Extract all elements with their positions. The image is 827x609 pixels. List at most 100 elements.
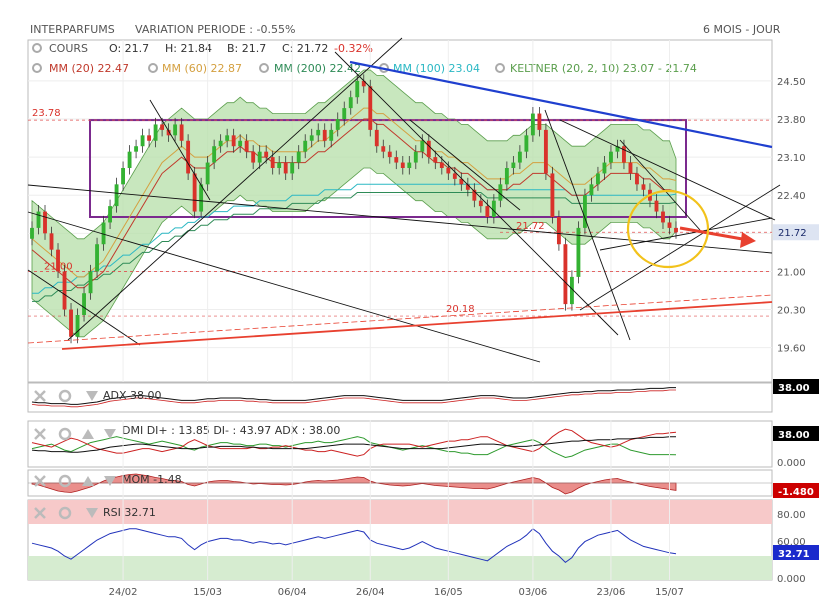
support-line [61,301,773,350]
candle-body [459,178,464,185]
candle-body [225,135,230,141]
adx-value-label-tag [773,379,819,394]
trend-line [559,119,776,221]
variation-label: VARIATION PERIODE : -0.55% [135,23,295,36]
candle-body [550,173,555,217]
candle-body [270,157,275,168]
candle-body [251,151,256,163]
candle-body [374,129,379,147]
candle-body [49,233,54,250]
candle-body [465,184,470,190]
candle-body [283,162,288,174]
cours-label: COURS [49,42,88,55]
rsi-oversold-zone [28,556,772,580]
y-tick-label: 80.00 [777,510,806,521]
candle-body [348,97,353,109]
close-icon[interactable] [34,390,46,402]
mm60-line [31,107,677,278]
rsi-value-label: 32.71 [778,549,810,560]
candle-body [381,146,386,152]
candle-body [498,184,503,201]
candle-body [335,119,340,130]
candle-body [205,162,210,185]
trend-line [599,217,773,251]
candle-body [446,168,451,174]
arrow-down-icon[interactable] [104,429,116,439]
candle-body [628,162,633,174]
arrow-down-icon[interactable] [104,476,116,486]
arrow-down-icon[interactable] [86,391,98,401]
gear-icon[interactable] [495,63,505,73]
candle-body [589,184,594,196]
candle-body [420,140,425,152]
candle-body [30,227,34,239]
candle-body [596,173,600,185]
change-value: -0.32% [334,42,373,55]
y-tick-label: 60.00 [777,537,806,548]
candle-body [602,162,607,174]
arrow-down-icon[interactable] [86,508,98,518]
gear-icon[interactable] [259,63,269,73]
open-value: O: 21.7 [109,42,149,55]
candle-body [238,140,243,147]
y-tick-label: 20.30 [777,306,806,317]
candle-body [400,162,405,168]
y-tick-label: 0.000 [777,574,806,585]
close-icon[interactable] [34,475,46,487]
gear-icon[interactable] [58,474,72,488]
candle-body [95,244,99,272]
arrow-up-icon[interactable] [82,476,94,486]
trend-line [67,37,403,341]
y-tick-label: 24.50 [777,77,806,88]
trend-line [409,119,521,211]
candle-body [407,162,412,168]
gear-icon[interactable] [148,63,158,73]
gear-icon[interactable] [58,427,72,441]
arrow-up-icon[interactable] [82,429,94,439]
rsi-value-label-tag [773,545,819,560]
candle-body [582,195,587,228]
candle-body [563,244,568,305]
x-tick-label: 16/05 [434,587,463,598]
candle-body [615,146,620,152]
ticker-label: INTERPARFUMS [30,23,115,36]
mom-value-label-tag [773,483,819,498]
candle-body [114,184,119,207]
candle-body [368,86,373,130]
y-tick-label: 22.40 [777,191,806,202]
trend-line [579,184,781,311]
candle-body [674,227,678,233]
candle-body [303,140,308,152]
candle-body [140,135,145,147]
candle-body [537,113,542,130]
trend-line [27,211,541,363]
trend-line [619,139,701,231]
candle-body [556,217,561,245]
gear-icon[interactable] [58,389,72,403]
gear-icon[interactable] [32,63,42,73]
rsi-title: RSI 32.71 [103,506,156,519]
candle-body [199,184,204,212]
candle-body [192,173,197,212]
adx-panel [27,382,773,413]
candle-body [504,168,509,185]
candle-body [322,129,327,141]
gear-icon[interactable] [32,43,42,53]
di-plus-line [31,436,677,459]
candle-body [433,157,438,163]
resistance-line [349,60,773,149]
mm20-line [31,118,677,289]
y-tick-label: 21.00 [777,267,806,278]
candle-body [264,151,269,158]
last-price-tag [773,224,819,241]
dmi-plot [31,428,677,459]
rsi-plot [31,528,677,564]
candle-body [62,271,67,310]
close-icon[interactable] [34,428,46,440]
close-icon[interactable] [34,507,46,519]
candle-body [153,124,158,141]
mm100-legend: MM (100) 23.04 [393,62,480,75]
trend-line [544,109,631,341]
gear-icon[interactable] [58,506,72,520]
